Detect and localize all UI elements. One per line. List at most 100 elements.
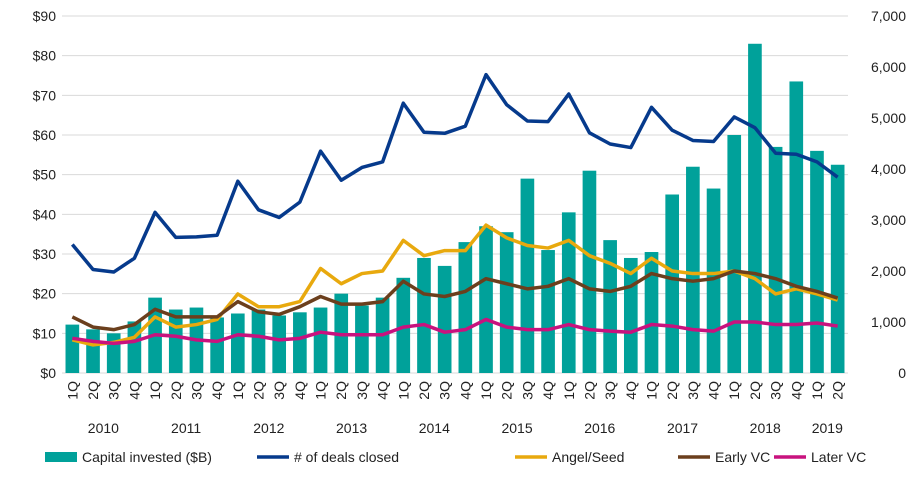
x-tick-label: 4Q (540, 381, 556, 400)
x-tick-label: 4Q (209, 381, 225, 400)
x-tick-label: 1Q (395, 381, 411, 400)
bar (520, 178, 535, 373)
x-tick-label: 2Q (499, 381, 515, 400)
series-line (71, 223, 839, 347)
bar (458, 242, 473, 373)
year-label: 2014 (419, 420, 450, 436)
bar (127, 321, 142, 373)
y-tick-label: $0 (40, 365, 56, 381)
y-tick-label: $60 (33, 127, 57, 143)
x-tick-label: 3Q (106, 381, 122, 400)
x-tick-label: 3Q (437, 381, 453, 400)
x-tick-label: 3Q (685, 381, 701, 400)
y2-tick-label: 6,000 (871, 59, 906, 75)
bar (210, 317, 224, 373)
bar (810, 150, 824, 373)
x-tick-label: 4Q (457, 381, 473, 400)
legend-label: Early VC (715, 449, 770, 465)
bar (86, 329, 100, 373)
x-tick-label: 1Q (561, 381, 577, 400)
series-line (70, 72, 839, 274)
bar (65, 324, 80, 373)
x-tick-label: 1Q (230, 381, 246, 400)
bar (768, 146, 783, 373)
bar (665, 194, 680, 373)
y2-tick-label: 3,000 (871, 212, 906, 228)
x-tick-label: 4Q (126, 381, 142, 400)
legend-label: Angel/Seed (552, 449, 624, 465)
x-tick-label: 2Q (581, 381, 597, 400)
x-tick-label: 4Q (375, 381, 391, 400)
y-tick-label: $30 (33, 246, 57, 262)
x-tick-label: 3Q (271, 381, 287, 400)
legend-label: Capital invested ($B) (82, 449, 212, 465)
y2-tick-label: 0 (898, 365, 906, 381)
year-label: 2015 (501, 420, 532, 436)
bar (293, 312, 307, 373)
x-tick-label: 4Q (623, 381, 639, 400)
x-tick-label: 3Q (188, 381, 204, 400)
y-tick-label: $40 (33, 206, 57, 222)
x-tick-label: 1Q (147, 381, 163, 400)
bar (561, 212, 576, 373)
y-tick-label: $20 (33, 286, 57, 302)
x-tick-label: 1Q (809, 381, 825, 400)
x-tick-label: 1Q (644, 381, 660, 400)
bar (479, 226, 493, 373)
bar (230, 313, 245, 373)
y-tick-label: $80 (33, 48, 57, 64)
x-tick-label: 3Q (768, 381, 784, 400)
year-label: 2010 (88, 420, 119, 436)
y-tick-label: $10 (33, 325, 57, 341)
x-tick-label: 2Q (664, 381, 680, 400)
x-tick-label: 2Q (251, 381, 267, 400)
bar (168, 309, 183, 373)
x-tick-label: 4Q (788, 381, 804, 400)
bar (313, 307, 328, 373)
year-label: 2011 (171, 420, 201, 436)
year-label: 2019 (812, 420, 843, 436)
year-label: 2017 (667, 420, 698, 436)
bar (706, 188, 721, 373)
x-tick-label: 2Q (85, 381, 101, 400)
bar (830, 164, 845, 373)
x-tick-label: 1Q (478, 381, 494, 400)
y-tick-label: $90 (33, 8, 57, 24)
y-tick-label: $50 (33, 167, 57, 183)
legend-label: # of deals closed (294, 449, 399, 465)
x-tick-label: 4Q (706, 381, 722, 400)
y2-tick-label: 1,000 (871, 314, 906, 330)
bar (417, 257, 431, 373)
bar (603, 240, 617, 373)
bar (272, 315, 287, 373)
x-tick-label: 3Q (354, 381, 370, 400)
x-tick-label: 2Q (747, 381, 763, 400)
y2-tick-label: 4,000 (871, 161, 906, 177)
x-tick-label: 4Q (292, 381, 308, 400)
bar (251, 309, 266, 373)
x-tick-label: 2Q (416, 381, 432, 400)
x-tick-label: 2Q (168, 381, 184, 400)
year-label: 2012 (253, 420, 284, 436)
y-tick-label: $70 (33, 87, 57, 103)
x-tick-label: 1Q (726, 381, 742, 400)
y2-tick-label: 2,000 (871, 263, 906, 279)
bar (541, 250, 555, 373)
bar (499, 232, 514, 373)
year-label: 2018 (750, 420, 781, 436)
y2-tick-label: 7,000 (871, 8, 906, 24)
legend-label: Later VC (811, 449, 866, 465)
x-tick-label: 3Q (519, 381, 535, 400)
bar (686, 166, 700, 373)
series-line (71, 269, 839, 332)
bar (106, 333, 121, 373)
x-tick-label: 1Q (313, 381, 329, 400)
bar (355, 305, 369, 373)
x-tick-label: 2Q (333, 381, 349, 400)
bar (437, 265, 452, 373)
x-tick-label: 3Q (602, 381, 618, 400)
y2-tick-label: 5,000 (871, 110, 906, 126)
x-tick-label: 1Q (64, 381, 80, 400)
legend-swatch (45, 452, 77, 462)
